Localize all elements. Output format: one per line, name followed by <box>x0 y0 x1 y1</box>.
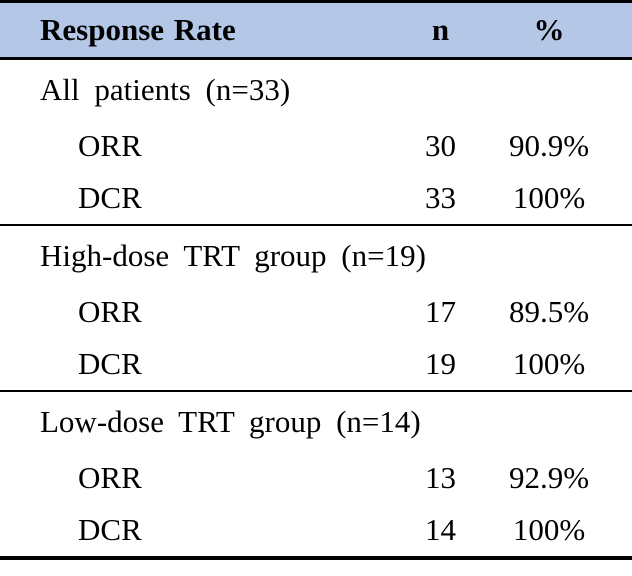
response-rate-table: Response Rate n % All patients (n=33) OR… <box>0 0 632 560</box>
row-percent-value: 100% <box>512 512 586 547</box>
row-n-value: 30 <box>425 128 456 163</box>
section-low-dose: Low-dose TRT group (n=14) ORR 13 92.9% D… <box>0 392 632 556</box>
row-n-value: 17 <box>425 294 456 329</box>
header-percent: % <box>533 12 565 47</box>
row-percent-value: 100% <box>512 180 586 215</box>
row-percent-value: 100% <box>512 346 586 381</box>
section-divider <box>0 390 632 392</box>
section-title-row: All patients (n=33) <box>0 60 632 120</box>
row-label: DCR <box>78 180 142 215</box>
section-title-row: High-dose TRT group (n=19) <box>0 226 632 286</box>
table-row: ORR 30 90.9% <box>0 120 632 172</box>
table-row: DCR 14 100% <box>0 504 632 556</box>
section-divider <box>0 224 632 226</box>
section-high-dose: High-dose TRT group (n=19) ORR 17 89.5% … <box>0 226 632 390</box>
row-label: DCR <box>78 512 142 547</box>
header-n: n <box>431 12 450 47</box>
row-n-value: 19 <box>425 346 456 381</box>
section-title: Low-dose TRT group (n=14) <box>40 404 421 439</box>
header-response-rate: Response Rate <box>40 12 236 47</box>
row-n-value: 14 <box>425 512 456 547</box>
row-percent-value: 90.9% <box>508 128 590 163</box>
row-label: DCR <box>78 346 142 381</box>
row-label: ORR <box>78 128 142 163</box>
table-row: DCR 33 100% <box>0 172 632 224</box>
row-label: ORR <box>78 294 142 329</box>
table-row: ORR 13 92.9% <box>0 452 632 504</box>
row-label: ORR <box>78 460 142 495</box>
row-percent-value: 92.9% <box>508 460 590 495</box>
row-percent-value: 89.5% <box>508 294 590 329</box>
section-title: All patients (n=33) <box>40 72 291 107</box>
table-row: ORR 17 89.5% <box>0 286 632 338</box>
section-title-row: Low-dose TRT group (n=14) <box>0 392 632 452</box>
row-n-value: 33 <box>425 180 456 215</box>
section-all-patients: All patients (n=33) ORR 30 90.9% DCR 33 … <box>0 60 632 224</box>
section-title: High-dose TRT group (n=19) <box>40 238 426 273</box>
row-n-value: 13 <box>425 460 456 495</box>
table-row: DCR 19 100% <box>0 338 632 390</box>
table-header-row: Response Rate n % <box>0 0 632 60</box>
